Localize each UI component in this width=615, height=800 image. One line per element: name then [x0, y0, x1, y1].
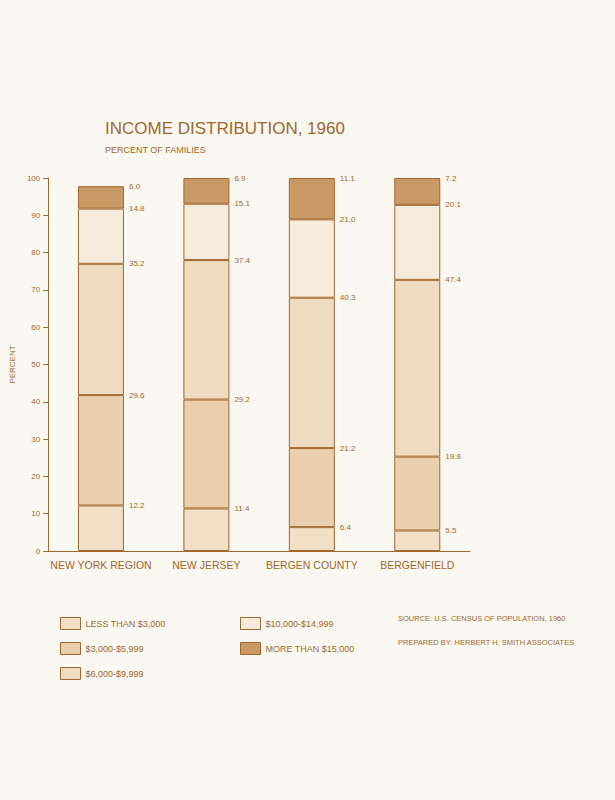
svg-text:6.0: 6.0 — [129, 182, 141, 191]
svg-text:15.1: 15.1 — [234, 199, 250, 208]
svg-text:NEW YORK REGION: NEW YORK REGION — [50, 559, 151, 571]
svg-text:11.4: 11.4 — [234, 504, 250, 513]
svg-text:SOURCE: U.S. CENSUS OF POPULAT: SOURCE: U.S. CENSUS OF POPULATION, 1960 — [398, 614, 565, 623]
svg-text:40: 40 — [31, 397, 40, 406]
svg-text:BERGENFIELD: BERGENFIELD — [380, 559, 455, 571]
svg-text:$3,000-$5,999: $3,000-$5,999 — [86, 644, 144, 654]
svg-text:$10,000-$14,999: $10,000-$14,999 — [266, 619, 334, 629]
svg-text:LESS THAN $3,000: LESS THAN $3,000 — [86, 619, 166, 629]
svg-text:6.9: 6.9 — [234, 174, 246, 183]
svg-text:50: 50 — [31, 360, 40, 369]
svg-text:10: 10 — [31, 509, 40, 518]
svg-text:20.1: 20.1 — [445, 200, 461, 209]
svg-text:29.2: 29.2 — [234, 395, 250, 404]
svg-text:21.0: 21.0 — [340, 215, 356, 224]
svg-text:0: 0 — [36, 547, 41, 556]
svg-text:60: 60 — [31, 323, 40, 332]
svg-text:80: 80 — [31, 248, 40, 257]
svg-text:21.2: 21.2 — [340, 444, 356, 453]
svg-text:90: 90 — [31, 211, 40, 220]
svg-text:14.8: 14.8 — [129, 204, 145, 213]
svg-text:37.4: 37.4 — [234, 256, 250, 265]
svg-text:6.4: 6.4 — [340, 523, 352, 532]
svg-text:19.8: 19.8 — [445, 452, 461, 461]
svg-text:$6,000-$9,999: $6,000-$9,999 — [86, 669, 144, 679]
svg-text:47.4: 47.4 — [445, 275, 461, 284]
svg-text:100: 100 — [27, 174, 41, 183]
svg-text:7.2: 7.2 — [445, 174, 457, 183]
svg-text:BERGEN COUNTY: BERGEN COUNTY — [266, 559, 358, 571]
svg-text:NEW JERSEY: NEW JERSEY — [172, 559, 240, 571]
svg-text:40.3: 40.3 — [340, 293, 356, 302]
svg-text:35.2: 35.2 — [129, 259, 145, 268]
svg-text:12.2: 12.2 — [129, 501, 145, 510]
svg-text:70: 70 — [31, 285, 40, 294]
svg-text:INCOME DISTRIBUTION, 1960: INCOME DISTRIBUTION, 1960 — [105, 119, 345, 138]
svg-text:PERCENT OF FAMILIES: PERCENT OF FAMILIES — [105, 145, 206, 155]
svg-text:MORE THAN $15,000: MORE THAN $15,000 — [266, 644, 355, 654]
svg-text:30: 30 — [31, 435, 40, 444]
svg-text:PREPARED BY: HERBERT H. SMITH: PREPARED BY: HERBERT H. SMITH ASSOCIATES — [398, 638, 574, 647]
svg-text:29.6: 29.6 — [129, 391, 145, 400]
svg-text:20: 20 — [31, 472, 40, 481]
svg-text:PERCENT: PERCENT — [8, 345, 17, 383]
svg-text:5.5: 5.5 — [445, 526, 457, 535]
svg-text:11.1: 11.1 — [340, 174, 356, 183]
